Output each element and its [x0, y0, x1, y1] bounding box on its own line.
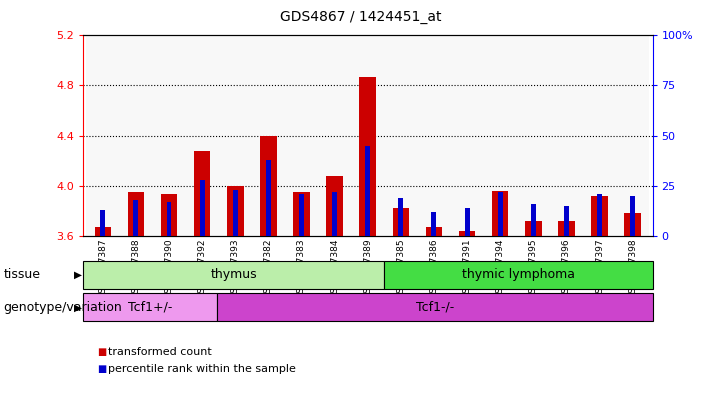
- Bar: [318, 35, 351, 236]
- Bar: [83, 293, 217, 321]
- Text: Tcf1-/-: Tcf1-/-: [415, 301, 454, 314]
- Bar: [266, 160, 271, 236]
- Bar: [484, 35, 517, 236]
- Bar: [492, 191, 508, 236]
- Bar: [417, 35, 451, 236]
- Bar: [464, 208, 469, 236]
- Bar: [392, 208, 409, 236]
- Bar: [351, 35, 384, 236]
- Bar: [558, 221, 575, 236]
- Bar: [531, 204, 536, 236]
- Bar: [100, 210, 105, 236]
- Bar: [517, 35, 550, 236]
- Bar: [194, 151, 211, 236]
- Bar: [83, 261, 384, 289]
- Bar: [252, 35, 285, 236]
- Bar: [525, 221, 541, 236]
- Bar: [233, 190, 238, 236]
- Bar: [616, 35, 649, 236]
- Bar: [299, 194, 304, 236]
- Bar: [293, 192, 310, 236]
- Bar: [597, 194, 602, 236]
- Text: tissue: tissue: [4, 268, 40, 281]
- Bar: [152, 35, 185, 236]
- Text: thymic lymphoma: thymic lymphoma: [462, 268, 575, 281]
- Bar: [431, 212, 436, 236]
- Bar: [624, 213, 641, 236]
- Bar: [360, 77, 376, 236]
- Bar: [451, 35, 484, 236]
- Text: transformed count: transformed count: [108, 347, 212, 357]
- Bar: [384, 35, 417, 236]
- Text: ■: ■: [97, 364, 107, 375]
- Bar: [120, 35, 152, 236]
- Bar: [285, 35, 318, 236]
- Text: thymus: thymus: [211, 268, 257, 281]
- Text: genotype/variation: genotype/variation: [4, 301, 123, 314]
- Bar: [550, 35, 583, 236]
- Bar: [327, 176, 343, 236]
- Bar: [260, 136, 277, 236]
- Bar: [128, 192, 144, 236]
- Bar: [200, 180, 205, 236]
- Text: ■: ■: [97, 347, 107, 357]
- Bar: [227, 185, 244, 236]
- Bar: [133, 200, 138, 236]
- Bar: [185, 35, 218, 236]
- Bar: [87, 35, 120, 236]
- Text: ▶: ▶: [74, 270, 82, 280]
- Bar: [217, 293, 653, 321]
- Bar: [583, 35, 616, 236]
- Bar: [94, 227, 111, 236]
- Text: percentile rank within the sample: percentile rank within the sample: [108, 364, 296, 375]
- Bar: [366, 145, 370, 236]
- Bar: [459, 231, 475, 236]
- Bar: [425, 227, 442, 236]
- Bar: [630, 196, 635, 236]
- Bar: [161, 195, 177, 236]
- Bar: [591, 196, 608, 236]
- Bar: [564, 206, 569, 236]
- Bar: [384, 261, 653, 289]
- Bar: [398, 198, 403, 236]
- Bar: [332, 192, 337, 236]
- Bar: [497, 192, 503, 236]
- Text: Tcf1+/-: Tcf1+/-: [128, 301, 172, 314]
- Bar: [218, 35, 252, 236]
- Bar: [167, 202, 172, 236]
- Text: GDS4867 / 1424451_at: GDS4867 / 1424451_at: [280, 10, 441, 24]
- Text: ▶: ▶: [74, 302, 82, 312]
